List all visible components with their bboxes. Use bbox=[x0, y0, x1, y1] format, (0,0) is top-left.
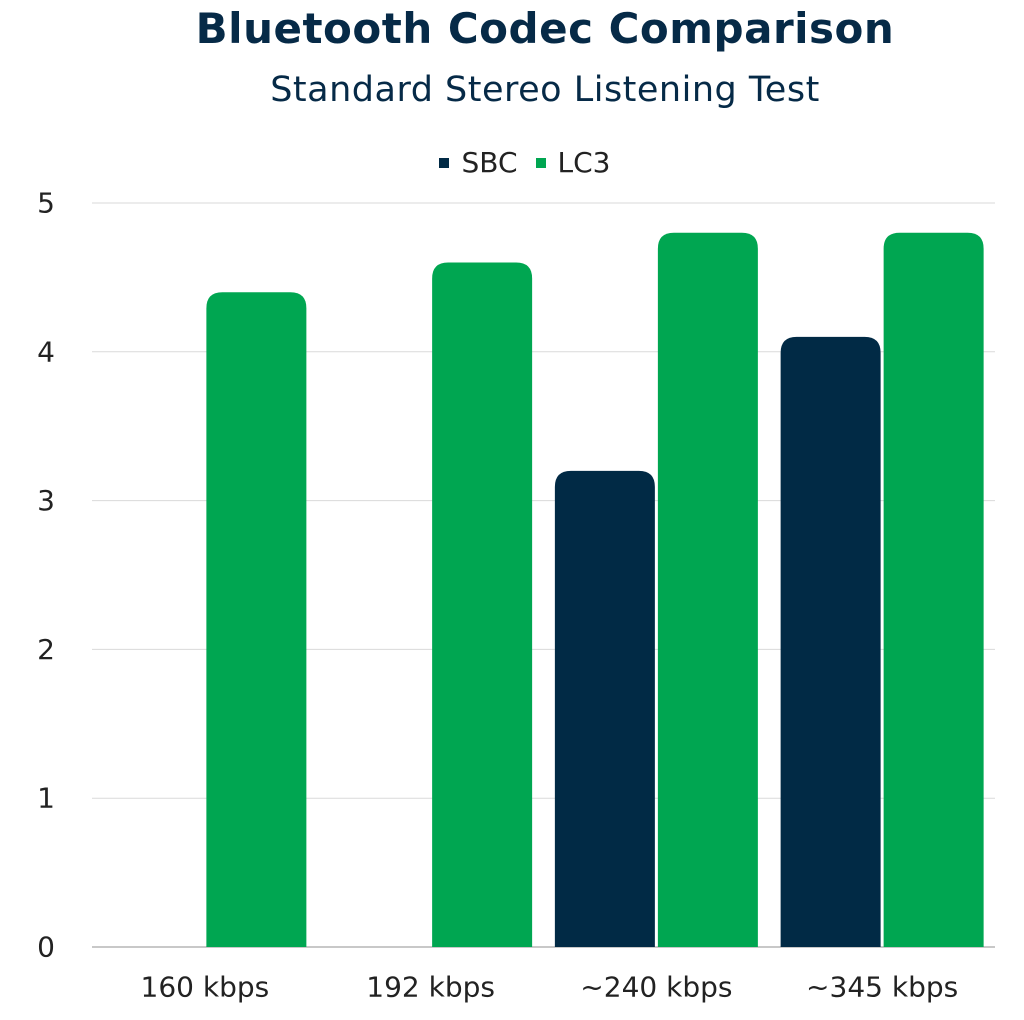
y-tick-label: 5 bbox=[37, 187, 55, 220]
bar-lc3-160kbps bbox=[206, 292, 307, 947]
bar-sbc-345kbps bbox=[780, 336, 881, 947]
legend-item-sbc: SBC bbox=[439, 146, 518, 179]
y-tick-label: 4 bbox=[37, 335, 55, 368]
legend-swatch-sbc bbox=[439, 157, 450, 168]
x-tick-label: 192 kbps bbox=[366, 971, 495, 1004]
chart-title: Bluetooth Codec Comparison bbox=[195, 4, 895, 53]
y-tick-label: 0 bbox=[37, 931, 55, 964]
chart-subtitle: Standard Stereo Listening Test bbox=[270, 70, 820, 110]
legend-label-sbc: SBC bbox=[461, 146, 518, 179]
x-tick-label: ~240 kbps bbox=[580, 971, 732, 1004]
bar-lc3-345kbps bbox=[883, 232, 984, 947]
y-tick-label: 3 bbox=[37, 484, 55, 517]
legend-label-lc3: LC3 bbox=[557, 146, 611, 179]
legend-item-lc3: LC3 bbox=[535, 146, 611, 179]
y-tick-label: 1 bbox=[37, 782, 55, 815]
x-tick-label: 160 kbps bbox=[141, 971, 270, 1004]
x-tick-label: ~345 kbps bbox=[806, 971, 958, 1004]
y-tick-label: 2 bbox=[37, 633, 55, 666]
chart-legend: SBC LC3 bbox=[0, 146, 1024, 179]
bar-lc3-240kbps bbox=[657, 232, 758, 947]
bar-sbc-240kbps bbox=[554, 470, 655, 947]
legend-swatch-lc3 bbox=[535, 157, 546, 168]
bar-lc3-192kbps bbox=[432, 262, 533, 947]
